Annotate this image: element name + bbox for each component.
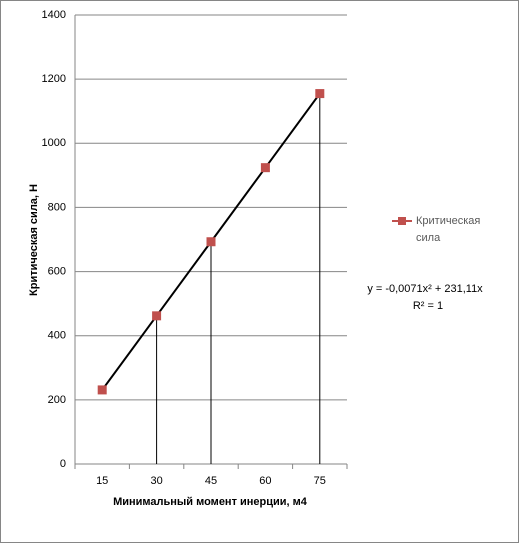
- x-axis-title: Минимальный момент инерции, м4: [113, 496, 307, 508]
- y-tick-label: 200: [48, 394, 66, 406]
- legend-marker: [398, 217, 406, 225]
- y-axis-title: Критическая сила, Н: [28, 184, 40, 296]
- marker: [97, 385, 107, 395]
- marker: [206, 237, 216, 247]
- marker: [152, 311, 162, 321]
- x-tick-label: 30: [150, 475, 162, 487]
- x-tick-label: 45: [205, 475, 217, 487]
- x-tick-label: 15: [96, 475, 108, 487]
- marker: [260, 163, 270, 173]
- y-tick-label: 400: [48, 330, 66, 342]
- y-tick-label: 1400: [42, 9, 66, 21]
- y-tick-label: 800: [48, 201, 66, 213]
- y-tick-label: 600: [48, 265, 66, 277]
- y-tick-label: 1200: [42, 73, 66, 85]
- marker: [315, 89, 325, 99]
- equation: y = -0,0071x² + 231,11x: [367, 283, 483, 295]
- y-tick-label: 0: [60, 458, 66, 470]
- y-tick-label: 1000: [42, 137, 66, 149]
- x-tick-label: 60: [259, 475, 271, 487]
- legend-label: Критическая сила: [416, 215, 481, 244]
- x-tick-label: 75: [314, 475, 326, 487]
- r-squared: R² = 1: [413, 300, 443, 312]
